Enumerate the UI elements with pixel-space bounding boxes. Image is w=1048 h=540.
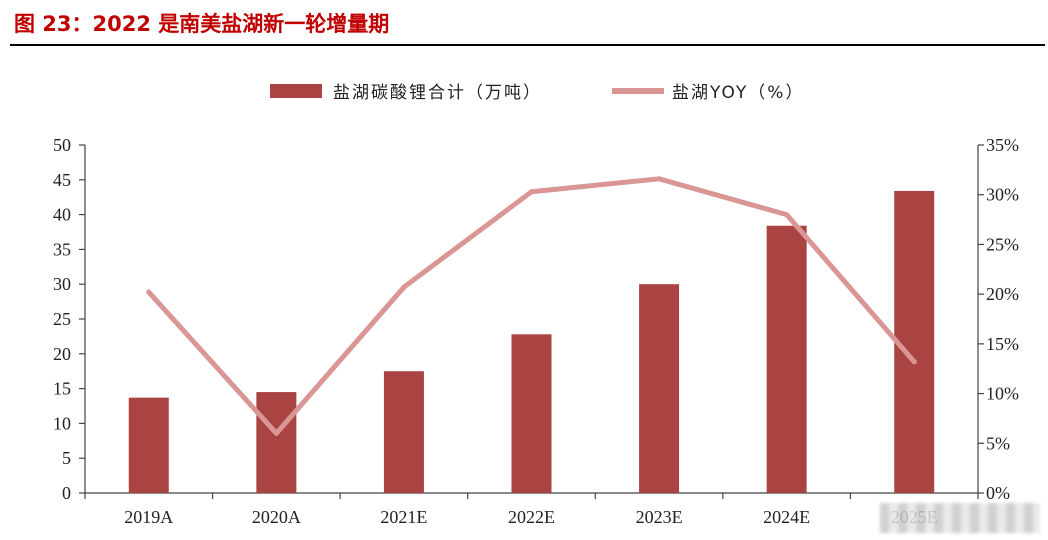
yoy-point-2019A xyxy=(146,289,152,295)
left-tick-label: 35 xyxy=(53,239,71,259)
left-tick-label: 0 xyxy=(62,483,71,503)
x-tick-label: 2020A xyxy=(252,507,301,527)
x-tick-label: 2019A xyxy=(124,507,173,527)
bar-2020A xyxy=(256,392,297,493)
bar-2021E xyxy=(383,371,424,493)
left-tick-label: 20 xyxy=(53,344,71,364)
left-tick-label: 30 xyxy=(53,274,71,294)
left-tick-label: 10 xyxy=(53,413,71,433)
right-tick-label: 35% xyxy=(986,135,1019,155)
yoy-point-2025E xyxy=(911,359,917,365)
yoy-point-2022E xyxy=(529,189,534,195)
left-tick-label: 50 xyxy=(53,135,71,155)
left-tick-label: 5 xyxy=(62,448,71,468)
left-tick-label: 45 xyxy=(53,170,71,190)
right-tick-label: 10% xyxy=(986,384,1019,404)
bar-2025E xyxy=(894,190,935,493)
blurred-watermark xyxy=(880,503,1040,533)
figure-title: 图 23：2022 是南美盐湖新一轮增量期 xyxy=(14,12,390,36)
right-tick-label: 15% xyxy=(986,334,1019,354)
x-tick-label: 2024E xyxy=(763,507,810,527)
left-tick-label: 15 xyxy=(53,379,71,399)
tick-labels: 0 5 10 15 20 25 30 35 40 45 50 0% 5% 10% 15% 20% 25% 30% 3… xyxy=(53,135,1019,527)
right-tick-label: 5% xyxy=(986,433,1010,453)
bar-2024E xyxy=(766,225,807,493)
yoy-line xyxy=(146,176,917,436)
x-tick-label: 2023E xyxy=(636,507,683,527)
legend-bar-swatch xyxy=(270,84,322,98)
yoy-point-2024E xyxy=(784,212,790,218)
bar-2022E xyxy=(511,334,552,493)
bar-2019A xyxy=(128,397,169,493)
right-tick-label: 30% xyxy=(986,185,1019,205)
x-tick-label: 2022E xyxy=(508,507,555,527)
right-tick-label: 0% xyxy=(986,483,1010,503)
legend-bar-label: 盐湖碳酸锂合计（万吨） xyxy=(333,83,542,103)
x-tick-label: 2021E xyxy=(380,507,427,527)
legend-line-label: 盐湖YOY（%） xyxy=(672,83,804,103)
bar-2023E xyxy=(639,284,680,493)
yoy-point-2023E xyxy=(656,176,662,182)
yoy-point-2020A xyxy=(273,430,279,436)
left-tick-label: 40 xyxy=(53,205,71,225)
legend: 盐湖碳酸锂合计（万吨） 盐湖YOY（%） xyxy=(270,83,804,103)
title-divider xyxy=(10,44,1045,46)
right-tick-label: 20% xyxy=(986,284,1019,304)
bars xyxy=(128,190,935,493)
right-tick-label: 25% xyxy=(986,234,1019,254)
yoy-point-2021E xyxy=(401,284,407,290)
left-tick-label: 25 xyxy=(53,309,71,329)
